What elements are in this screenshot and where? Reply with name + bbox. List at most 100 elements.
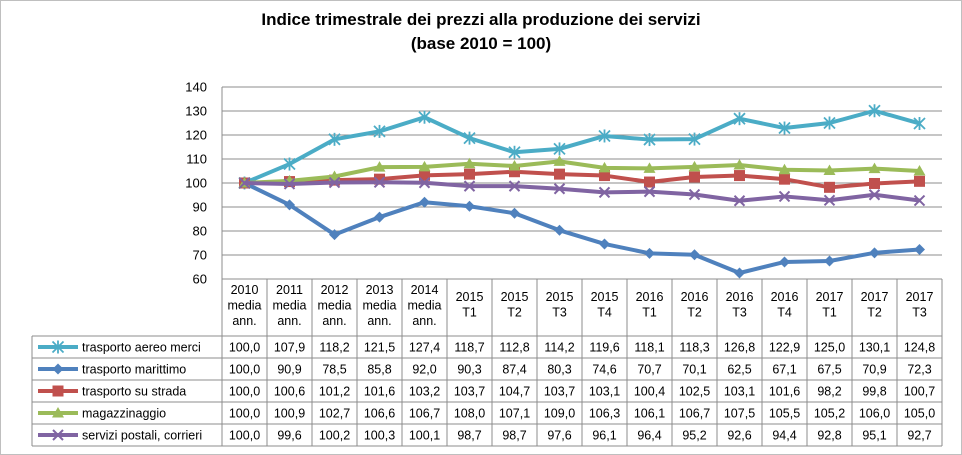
table-value: 100,0 [229,407,260,421]
data-point [733,159,746,170]
data-point [688,188,701,201]
series-group [238,104,926,190]
table-value: 106,3 [589,407,620,421]
table-value: 100,9 [274,407,305,421]
table-value: 90,3 [457,363,481,377]
data-point [51,340,65,354]
table-value: 112,8 [499,341,529,355]
table-value: 96,1 [592,429,616,443]
marker-stroke [508,180,521,192]
series-line [244,169,920,190]
x-category-label: 2010 [231,283,259,297]
table-value: 67,5 [817,363,841,377]
data-point [869,247,880,259]
table-value: 80,3 [547,363,571,377]
data-point [734,170,745,182]
table-value: 118,2 [319,341,349,355]
legend-entry: trasporto aereo merci [82,341,201,355]
table-value: 67,1 [772,363,796,377]
data-point [464,200,475,212]
marker-stroke [733,195,746,207]
data-point [688,160,701,172]
data-point [283,178,296,190]
table-value: 105,5 [769,407,800,421]
data-point [374,173,385,185]
data-point [373,124,386,138]
data-point [508,180,521,192]
data-point [778,163,791,175]
data-point [734,267,745,279]
table-value: 105,0 [904,407,935,421]
marker-stroke [418,177,431,189]
x-category-label: ann. [232,314,256,328]
x-category-label: media [272,299,306,313]
table-value: 124,8 [904,341,935,355]
data-point [599,170,610,182]
table-value: 100,6 [274,385,305,399]
table-value: 92,0 [412,363,436,377]
x-category-label: media [407,299,441,313]
x-category-label: 2012 [321,283,349,297]
data-point [418,160,431,172]
legend-entry: trasporto marittimo [82,363,186,377]
data-point [508,159,521,171]
table-value: 92,6 [727,429,751,443]
data-point [598,186,611,199]
data-point [869,177,880,189]
data-point [463,131,476,145]
table-value: 70,9 [862,363,886,377]
data-point [418,110,431,124]
table-value: 107,1 [499,407,530,421]
series-lines [238,104,926,279]
data-point [689,171,700,183]
marker-stroke [913,194,926,207]
data-point [463,157,476,169]
table-value: 90,9 [277,363,301,377]
data-point [598,161,611,173]
data-point [823,164,836,176]
legend-entry: magazzinaggio [82,407,166,421]
chart-subtitle: (base 2010 = 100) [410,34,552,53]
marker-stroke [52,429,64,441]
table-row: trasporto aereo merci 100,0 107,9 118,2 121,… [38,340,935,355]
table-value: 104,7 [499,385,530,399]
marker-stroke [598,186,611,199]
marker-stroke [283,178,296,190]
table-value: 108,0 [454,407,485,421]
table-row: trasporto su strada 100,0 100,6 101,2 101,6 1… [38,385,935,399]
x-category-label: T2 [687,306,702,320]
x-category-label: T2 [867,306,882,320]
data-point [599,238,610,250]
table-value: 101,2 [319,385,350,399]
series-group [238,176,926,207]
data-point [643,162,656,173]
table-value: 125,0 [814,341,845,355]
series-line [243,108,921,185]
y-tick-label: 100 [185,176,207,191]
data-point [733,112,746,126]
table-value: 85,8 [367,363,391,377]
table-value: 106,6 [364,407,395,421]
data-point [329,229,340,241]
data-point [644,176,655,188]
data-point [779,173,790,185]
table-value: 103,7 [454,385,485,399]
x-category-label: T1 [642,306,657,320]
table-value: 107,5 [724,407,755,421]
table-value: 100,0 [229,363,260,377]
table-value: 101,6 [364,385,395,399]
data-point [554,168,565,180]
table-value: 70,1 [682,363,706,377]
data-point [913,194,926,207]
data-point [373,176,386,188]
x-category-label: 2015 [546,290,574,304]
x-category-label: 2017 [816,290,844,304]
data-point [688,132,701,146]
x-category-label: ann. [277,314,301,328]
table-value: 95,1 [862,429,886,443]
table-value: 106,0 [859,407,890,421]
table-value: 100,1 [409,429,440,443]
x-category-label: T3 [552,306,567,320]
table-value: 100,2 [319,429,350,443]
data-point [464,168,475,180]
